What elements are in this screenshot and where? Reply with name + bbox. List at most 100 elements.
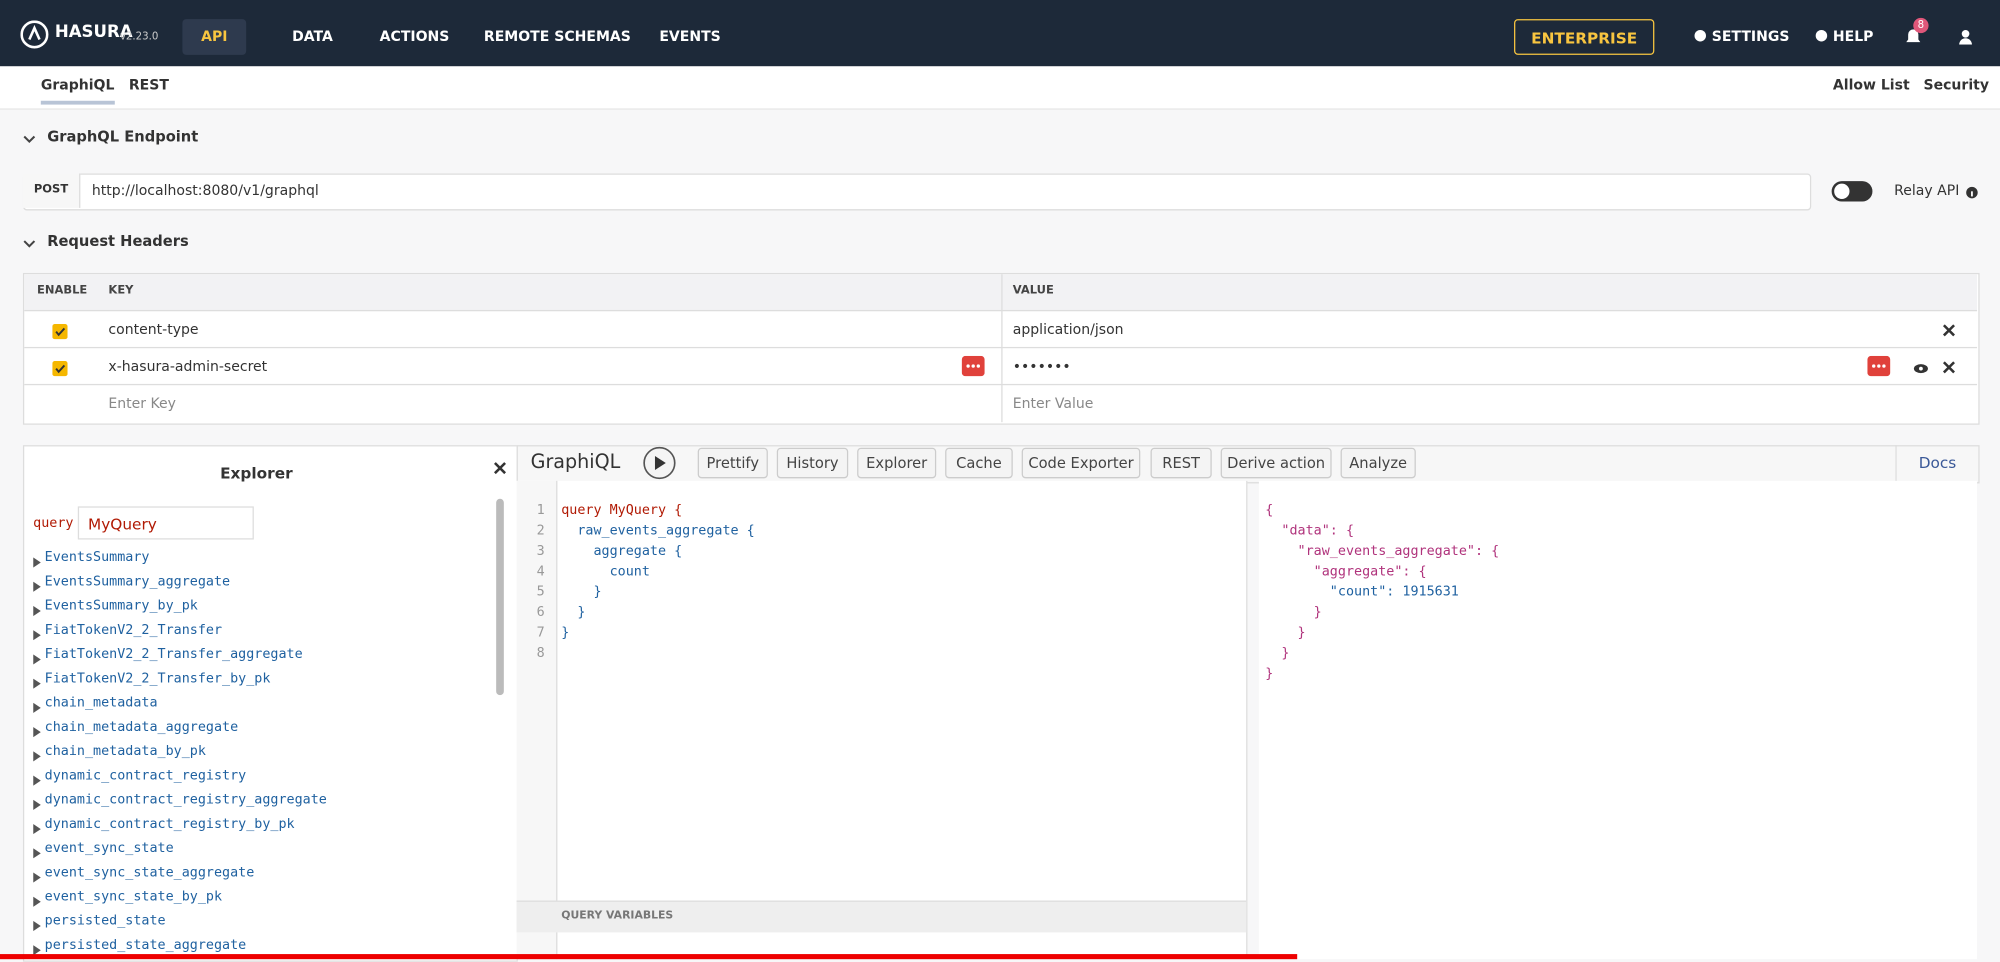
subnav-link[interactable]: Security xyxy=(1923,76,1989,94)
expand-arrow xyxy=(33,773,41,786)
explorer-field[interactable]: chain_metadata_by_pk xyxy=(44,743,206,759)
nav-item[interactable]: ACTIONS xyxy=(379,28,450,45)
toolbar-button[interactable]: Code Exporter xyxy=(1021,447,1141,479)
expand-arrow xyxy=(33,943,41,956)
line-number: 3 xyxy=(536,543,545,559)
docs-button[interactable]: Docs xyxy=(1895,445,1978,481)
explorer-field[interactable]: event_sync_state_aggregate xyxy=(44,864,255,881)
result-pane xyxy=(1258,480,1978,960)
subnav-link[interactable]: Allow List xyxy=(1832,76,1910,94)
expand-arrow xyxy=(33,603,41,617)
query-line[interactable]: count xyxy=(561,563,650,580)
scrollbar xyxy=(496,498,504,696)
checkbox[interactable] xyxy=(52,323,68,340)
explorer-field[interactable]: EventsSummary xyxy=(44,549,150,566)
result-line: { xyxy=(1265,502,1274,518)
nav-right[interactable]: SETTINGS xyxy=(1711,28,1790,45)
explorer-field[interactable]: chain_metadata xyxy=(44,695,158,711)
expand-arrow xyxy=(33,579,41,592)
query-line[interactable]: query MyQuery { xyxy=(561,502,683,518)
tab[interactable]: REST xyxy=(128,76,169,94)
navbar xyxy=(0,0,2000,67)
logo xyxy=(20,20,49,49)
explorer-field[interactable]: FiatTokenV2_2_Transfer_aggregate xyxy=(44,646,303,662)
expand-arrow xyxy=(33,821,41,835)
run-button[interactable] xyxy=(642,446,678,480)
result-line: "raw_events_aggregate": { xyxy=(1265,543,1500,559)
header-key[interactable]: content-type xyxy=(108,321,199,339)
checkbox[interactable] xyxy=(52,360,68,377)
env-icon xyxy=(1867,355,1891,377)
toolbar-button[interactable]: Derive action xyxy=(1220,447,1332,479)
expand-arrow xyxy=(33,894,41,907)
subnav xyxy=(0,66,2000,110)
chevron xyxy=(23,236,36,248)
bell xyxy=(1906,27,1921,45)
toolbar-button[interactable]: Analyze xyxy=(1340,447,1416,479)
line-number: 7 xyxy=(536,624,545,641)
header-value[interactable]: application/json xyxy=(1012,321,1124,339)
chevron xyxy=(23,131,36,144)
row-divider xyxy=(24,383,1978,386)
toolbar-button[interactable]: Explorer xyxy=(857,447,937,479)
toolbar-button[interactable]: REST xyxy=(1150,447,1212,479)
explorer-field[interactable]: dynamic_contract_registry xyxy=(44,767,247,784)
explorer-field[interactable]: persisted_state xyxy=(44,913,166,929)
nav-item[interactable]: API xyxy=(182,19,247,55)
nav-icon xyxy=(1694,29,1707,42)
tab[interactable]: GraphiQL xyxy=(40,77,115,105)
nav-item[interactable]: EVENTS xyxy=(659,28,721,45)
explorer-field[interactable]: event_sync_state xyxy=(44,840,174,856)
query-name[interactable]: MyQuery xyxy=(77,506,254,540)
column-header: VALUE xyxy=(1012,284,1054,298)
close-icon xyxy=(1942,324,1956,337)
line-number: 4 xyxy=(536,563,545,580)
nav-right[interactable]: HELP xyxy=(1832,28,1874,45)
explorer-field[interactable]: event_sync_state_by_pk xyxy=(44,889,223,905)
nav-item[interactable]: REMOTE SCHEMAS xyxy=(483,28,631,45)
url[interactable]: http://localhost:8080/v1/graphql xyxy=(91,182,319,199)
query-line[interactable]: raw_events_aggregate { xyxy=(561,522,755,539)
explorer-field[interactable]: FiatTokenV2_2_Transfer xyxy=(44,622,223,638)
relay-label: Relay API xyxy=(1894,182,1960,199)
gutter xyxy=(516,480,558,960)
explorer-field[interactable]: EventsSummary_by_pk xyxy=(44,598,198,614)
placeholder[interactable]: Enter Key xyxy=(108,395,176,412)
query-line[interactable]: } xyxy=(561,624,570,641)
explorer-field[interactable]: dynamic_contract_registry_aggregate xyxy=(44,792,327,808)
toolbar-button[interactable]: History xyxy=(776,447,849,479)
toolbar-button[interactable]: Prettify xyxy=(697,447,768,479)
header-value[interactable]: ••••••• xyxy=(1012,358,1071,375)
expand-arrow xyxy=(33,700,41,714)
column-header: KEY xyxy=(108,284,134,298)
query-line[interactable]: aggregate { xyxy=(561,543,683,559)
editor xyxy=(516,480,1248,960)
user xyxy=(1958,29,1973,45)
column-header: ENABLE xyxy=(36,284,88,298)
expand-arrow xyxy=(33,797,41,810)
result-line: } xyxy=(1265,645,1290,661)
header-key[interactable]: x-hasura-admin-secret xyxy=(108,358,268,375)
enterprise-button[interactable]: ENTERPRISE xyxy=(1514,19,1655,55)
placeholder[interactable]: Enter Value xyxy=(1012,395,1094,412)
explorer-field[interactable]: EventsSummary_aggregate xyxy=(44,573,231,590)
explorer-field[interactable]: chain_metadata_aggregate xyxy=(44,719,239,735)
expand-arrow xyxy=(33,676,41,689)
result-line: "data": { xyxy=(1265,522,1355,539)
toolbar-button[interactable]: Cache xyxy=(945,447,1013,479)
url-box xyxy=(22,173,1812,211)
explorer-panel xyxy=(22,445,518,962)
query-line[interactable]: } xyxy=(561,604,586,620)
line-number: 6 xyxy=(536,604,545,620)
explorer-field[interactable]: dynamic_contract_registry_by_pk xyxy=(44,816,295,832)
row-divider xyxy=(24,346,1978,349)
explorer-field[interactable]: persisted_state_aggregate xyxy=(44,937,247,953)
query-line[interactable]: } xyxy=(561,584,602,600)
explorer-field[interactable]: FiatTokenV2_2_Transfer_by_pk xyxy=(44,670,271,687)
nav-item[interactable]: DATA xyxy=(292,28,333,45)
result-line: } xyxy=(1265,624,1306,641)
result-line: "count": 1915631 xyxy=(1265,584,1459,600)
method: POST xyxy=(22,173,81,208)
